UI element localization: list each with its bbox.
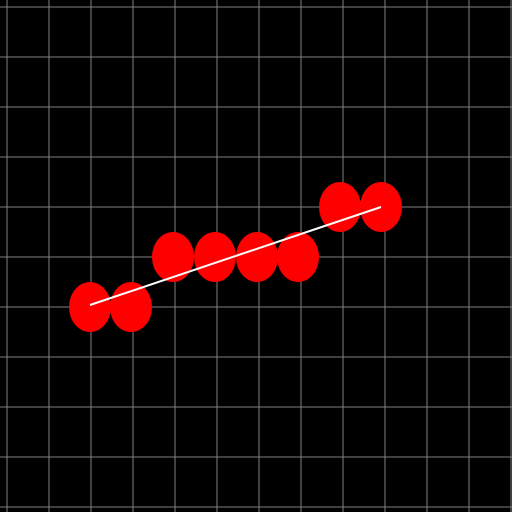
connector-group [89, 206, 382, 306]
red-blob [319, 182, 361, 232]
red-blob [277, 232, 319, 282]
red-blob [69, 282, 111, 332]
red-blob [236, 232, 278, 282]
red-blob [152, 232, 194, 282]
connector-line [89, 206, 382, 306]
red-blob [194, 232, 236, 282]
red-blob [110, 282, 152, 332]
